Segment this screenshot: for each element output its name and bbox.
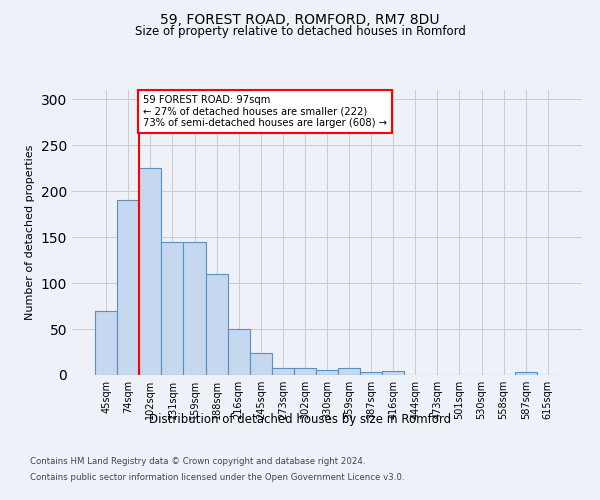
Bar — [338, 368, 360, 375]
Bar — [250, 353, 272, 375]
Bar — [95, 310, 117, 375]
Bar — [206, 274, 227, 375]
Bar — [316, 370, 338, 375]
Text: Contains public sector information licensed under the Open Government Licence v3: Contains public sector information licen… — [30, 472, 404, 482]
Bar — [272, 368, 294, 375]
Bar — [139, 168, 161, 375]
Y-axis label: Number of detached properties: Number of detached properties — [25, 145, 35, 320]
Bar — [227, 329, 250, 375]
Bar — [382, 372, 404, 375]
Bar — [360, 372, 382, 375]
Bar — [184, 242, 206, 375]
Text: Size of property relative to detached houses in Romford: Size of property relative to detached ho… — [134, 25, 466, 38]
Text: 59 FOREST ROAD: 97sqm
← 27% of detached houses are smaller (222)
73% of semi-det: 59 FOREST ROAD: 97sqm ← 27% of detached … — [143, 94, 386, 128]
Bar — [161, 242, 184, 375]
Bar — [117, 200, 139, 375]
Bar — [515, 372, 537, 375]
Text: Distribution of detached houses by size in Romford: Distribution of detached houses by size … — [149, 412, 451, 426]
Text: Contains HM Land Registry data © Crown copyright and database right 2024.: Contains HM Land Registry data © Crown c… — [30, 458, 365, 466]
Text: 59, FOREST ROAD, ROMFORD, RM7 8DU: 59, FOREST ROAD, ROMFORD, RM7 8DU — [160, 12, 440, 26]
Bar — [294, 368, 316, 375]
